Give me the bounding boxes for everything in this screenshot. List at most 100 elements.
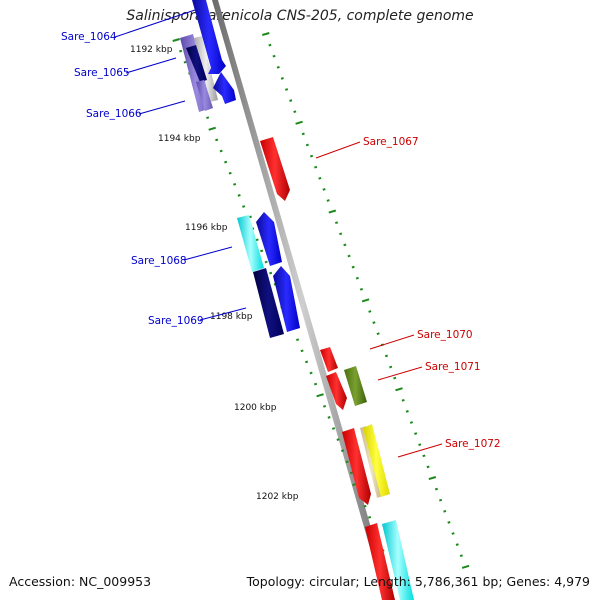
scale-tick [316,393,324,398]
scale-tick [343,243,347,247]
scale-tick [461,564,470,569]
scale-tick [228,171,232,175]
gene-arrow[interactable] [213,72,236,104]
scale-tick [237,194,241,197]
scale-tick [233,182,237,186]
scale-tick [447,521,451,524]
scale-tick [276,65,280,69]
scale-tick [280,77,284,80]
scale-tick [434,487,439,491]
scale-tick [327,416,331,419]
gene-arrow[interactable] [365,523,395,600]
scale-tick [355,276,359,280]
scale-tick [339,232,343,236]
scale-tick [313,382,318,386]
leader-line [138,100,186,115]
kbp-label: 1196 kbp [185,223,228,233]
gene-arrow[interactable] [320,347,338,372]
scale-tick [293,110,297,114]
scale-tick [368,310,372,313]
leader-line [315,141,361,159]
scale-tick [260,249,264,253]
scale-tick [305,143,309,147]
gene-arrow[interactable] [256,212,282,266]
scale-tick [336,438,340,441]
scale-tick [314,165,318,169]
gene-arrow[interactable] [186,45,207,82]
scale-tick [309,154,314,158]
scale-tick [363,504,367,508]
gene-arrow[interactable] [273,266,300,332]
gene-arrow[interactable] [344,366,367,406]
scale-tick [428,476,437,481]
gene-arrow[interactable] [363,424,390,497]
scale-tick [206,116,210,120]
scale-tick [272,54,276,58]
scale-tick [322,404,327,408]
gene-arrow[interactable] [196,80,213,111]
scale-tick [405,410,409,413]
scale-tick [367,515,372,519]
genome-summary-text: Topology: circular; Length: 5,786,361 bp… [246,574,590,589]
accession-text: Accession: NC_009953 [9,574,152,589]
gene-arrow[interactable] [237,215,264,272]
scale-tick [328,209,337,214]
gene-arrow[interactable] [194,36,218,102]
scale-tick [295,120,303,125]
kbp-label: 1200 kbp [234,403,277,413]
scale-tick [309,371,313,375]
gene-label-sare-1069[interactable]: Sare_1069 [148,315,204,327]
scale-tick [331,427,336,430]
gene-arrow[interactable] [342,428,371,505]
scale-tick [351,265,355,269]
scale-tick [268,43,272,47]
gene-arrow[interactable] [382,520,414,600]
gene-arrow[interactable] [192,0,226,74]
scale-tick [372,321,376,324]
scale-tick [318,176,322,180]
scale-tick [219,149,223,153]
scale-tick [300,349,304,353]
scale-tick [451,532,455,535]
scale-tick [418,443,422,447]
leader-line [397,443,443,458]
scale-tick [322,188,326,191]
gene-label-sare-1065[interactable]: Sare_1065 [74,67,130,79]
scale-tick [334,221,339,225]
scale-tick [401,398,405,402]
leader-line [114,9,196,38]
leader-line [377,366,423,381]
scale-tick [459,554,463,558]
kbp-label: 1198 kbp [210,312,253,322]
gene-label-sare-1067[interactable]: Sare_1067 [363,136,419,148]
scale-tick [264,260,268,264]
scale-tick [172,38,180,42]
gene-label-sare-1070[interactable]: Sare_1070 [417,329,473,341]
gene-label-sare-1064[interactable]: Sare_1064 [61,31,117,43]
gene-label-sare-1066[interactable]: Sare_1066 [86,108,142,120]
scale-tick [183,60,187,64]
gene-arrow[interactable] [260,137,290,201]
scale-tick [409,421,414,424]
gene-label-sare-1071[interactable]: Sare_1071 [425,361,481,373]
scale-tick [422,454,426,458]
gene-arrow[interactable] [253,268,284,338]
scale-tick [340,449,345,453]
kbp-label: 1194 kbp [158,134,201,144]
gene-arrow[interactable] [326,372,347,410]
scale-tick [262,32,270,36]
gene-label-sare-1068[interactable]: Sare_1068 [131,255,187,267]
scale-tick [455,543,459,546]
scale-tick [269,271,273,275]
scale-tick [208,126,216,131]
leader-line [199,307,247,321]
kbp-label: 1192 kbp [130,45,173,55]
scale-tick [304,360,309,364]
scale-tick [301,132,305,136]
scale-tick [224,160,228,164]
leader-line [369,334,415,350]
scale-tick [389,365,393,369]
gene-label-sare-1072[interactable]: Sare_1072 [445,438,501,450]
